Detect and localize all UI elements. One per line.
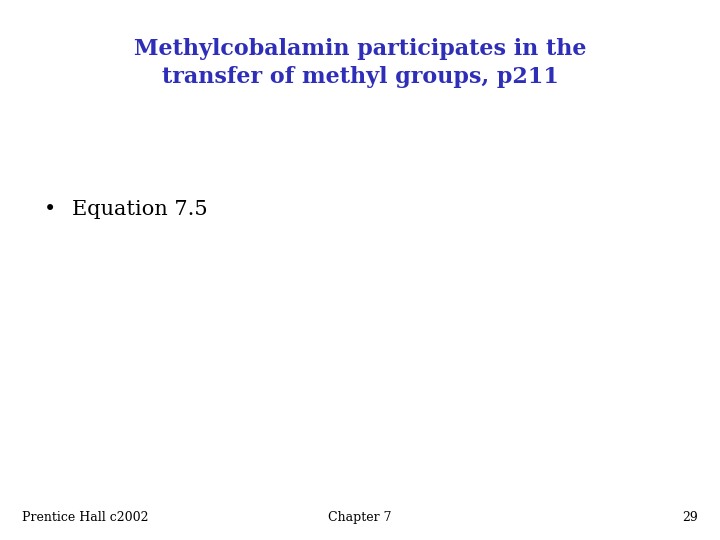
Text: •: • (44, 200, 57, 219)
Text: Equation 7.5: Equation 7.5 (72, 200, 207, 219)
Text: Prentice Hall c2002: Prentice Hall c2002 (22, 511, 148, 524)
Text: 29: 29 (683, 511, 698, 524)
Text: Chapter 7: Chapter 7 (328, 511, 392, 524)
Text: Methylcobalamin participates in the
transfer of methyl groups, p211: Methylcobalamin participates in the tran… (134, 38, 586, 87)
